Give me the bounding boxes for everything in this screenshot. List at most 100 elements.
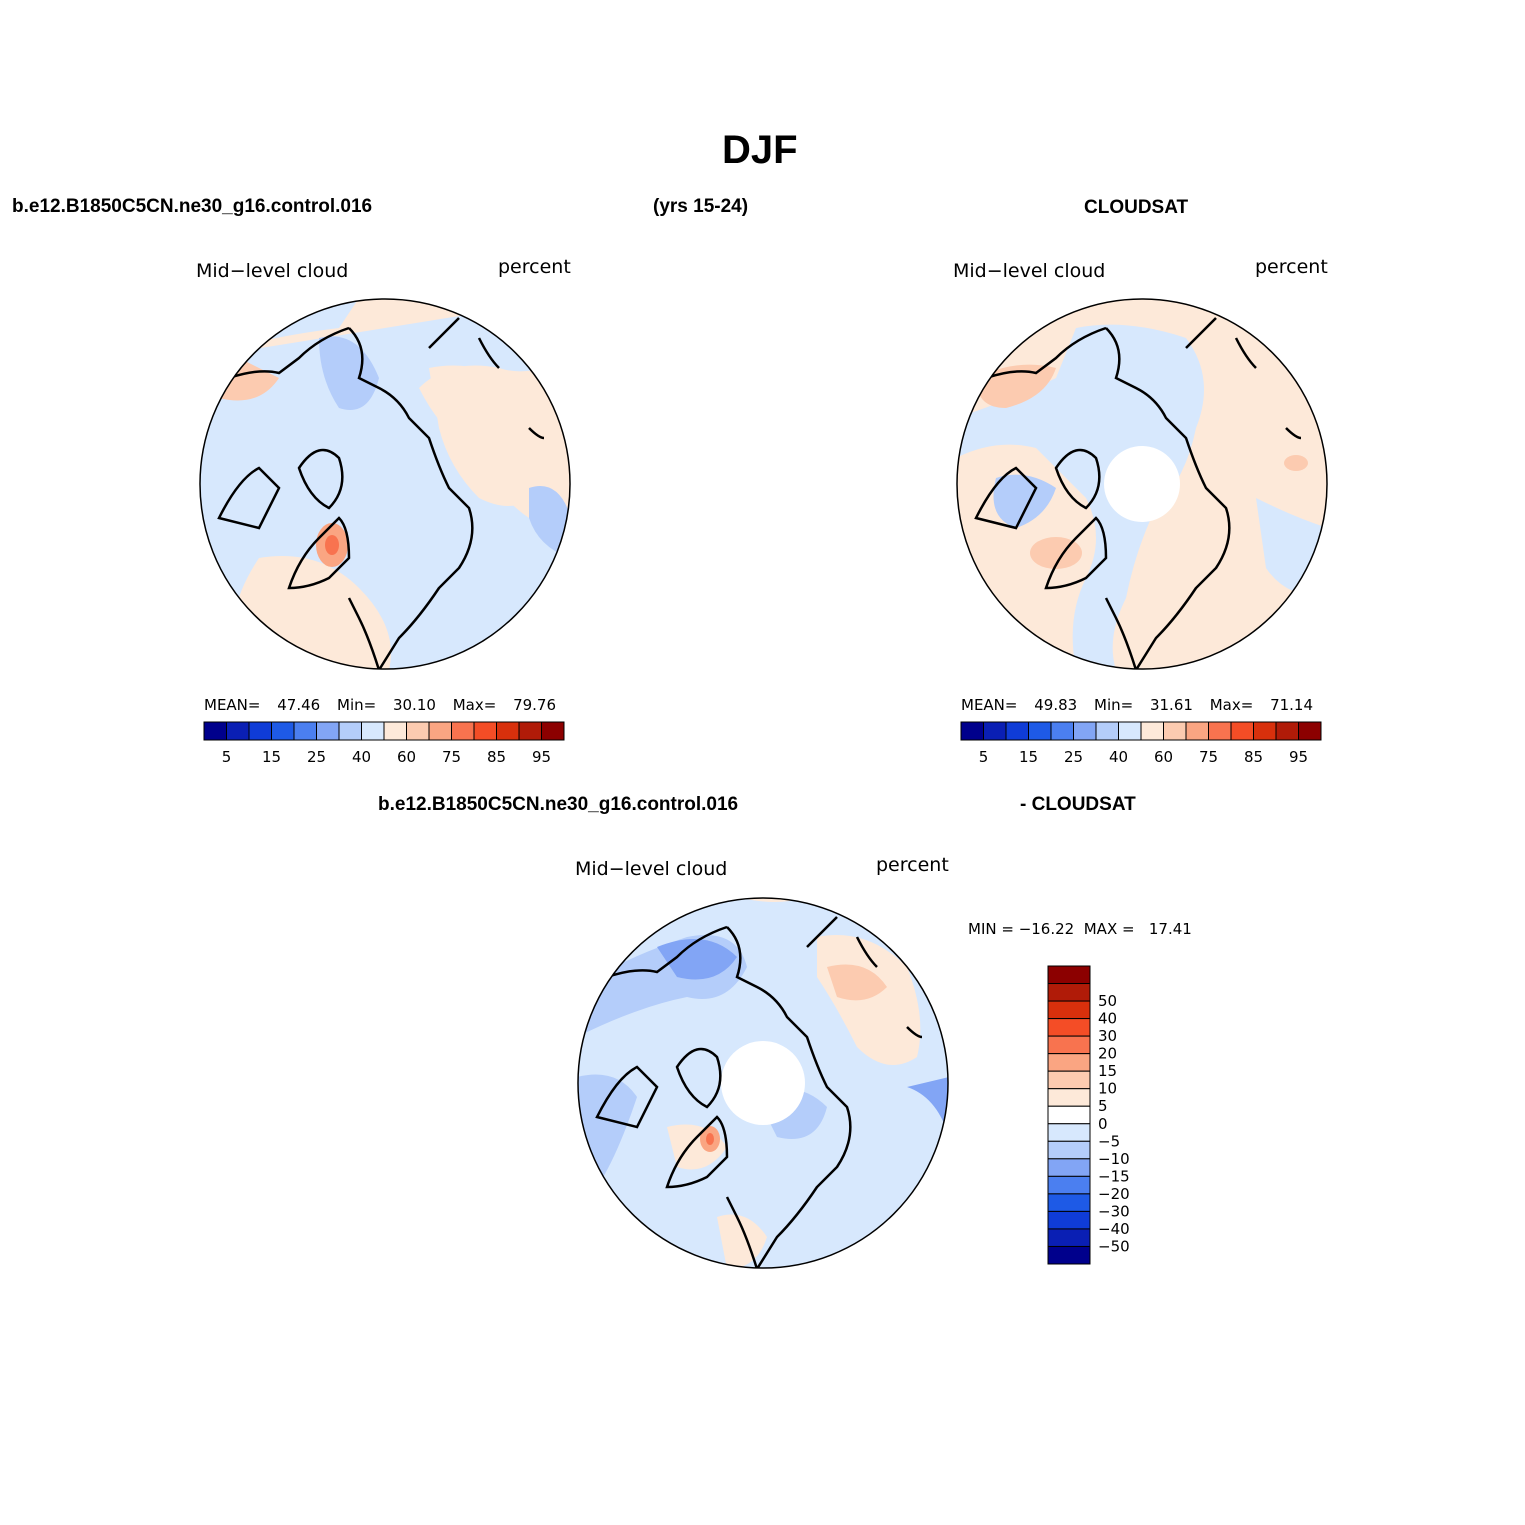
colorbar-swatch [1050, 721, 1074, 741]
colorbar-tick-label: 85 [487, 748, 506, 766]
colorbar-swatch [1073, 721, 1097, 741]
colorbar-swatch [271, 721, 295, 741]
colorbar-swatch [1253, 721, 1277, 741]
obs-name: CLOUDSAT [1084, 197, 1189, 218]
colorbar-swatch [1047, 1210, 1091, 1230]
colorbar-swatch [1047, 1088, 1091, 1107]
case-name-left: b.e12.B1850C5CN.ne30_g16.control.016 [12, 196, 373, 217]
colorbar-swatch [248, 721, 272, 741]
colorbar-tick-label: 5 [1098, 1097, 1108, 1115]
colorbar-swatch [293, 721, 317, 741]
polar-hole [721, 1041, 805, 1125]
colorbar-swatch [1047, 1035, 1091, 1055]
colorbar-swatch [406, 721, 430, 741]
colorbar-swatch [1230, 721, 1254, 741]
colorbar-swatch [1163, 721, 1187, 741]
colorbar-swatch [1275, 721, 1299, 741]
colorbar-tick-label: −30 [1098, 1202, 1130, 1220]
colorbar-swatch [451, 721, 475, 741]
colorbar-swatch [1047, 1000, 1091, 1020]
max-value: 71.14 [1270, 696, 1314, 714]
diff-minmax: MIN = −16.22 MAX = 17.41 [968, 920, 1192, 938]
blue-region [957, 324, 1204, 669]
min-value: 30.10 [392, 696, 436, 714]
colorbar-tick-label: −50 [1098, 1237, 1130, 1255]
colorbar-tick-label: 30 [1098, 1027, 1117, 1045]
diff-obs-name: - CLOUDSAT [1020, 794, 1136, 815]
model-stats: MEAN= 47.46 Min= 30.10 Max= 79.76 [204, 696, 556, 714]
colorbar-swatch [473, 721, 497, 741]
colorbar-swatch [1047, 1053, 1091, 1072]
colorbar-swatch [383, 721, 407, 741]
colorbar-swatch [1047, 1105, 1091, 1125]
red-spot-core [706, 1133, 714, 1145]
mean-label: MEAN= [204, 696, 261, 714]
colorbar-tick-label: 20 [1098, 1045, 1117, 1063]
colorbar-swatch [428, 721, 452, 741]
colorbar-tick-label: 40 [1109, 748, 1128, 766]
min-value: 31.61 [1149, 696, 1193, 714]
diff-polar-map [577, 897, 949, 1269]
colorbar-swatch [1095, 721, 1119, 741]
colorbar-tick-label: 85 [1244, 748, 1263, 766]
colorbar-swatch [226, 721, 250, 741]
colorbar-tick-label: 95 [532, 748, 551, 766]
colorbar-swatch [338, 721, 362, 741]
figure-title: DJF [722, 128, 798, 172]
colorbar-swatch [1208, 721, 1232, 741]
colorbar-swatch [1047, 1193, 1091, 1212]
cloudsat-stats: MEAN= 49.83 Min= 31.61 Max= 71.14 [961, 696, 1313, 714]
blue-region [907, 1077, 948, 1137]
colorbar-tick-label: −20 [1098, 1185, 1130, 1203]
colorbar-swatch [518, 721, 542, 741]
cloudsat-variable-label: Mid−level cloud [953, 260, 1106, 282]
colorbar-swatch [1028, 721, 1052, 741]
coastline [974, 317, 1302, 669]
colorbar-tick-label: 95 [1289, 748, 1308, 766]
coastline [217, 317, 545, 669]
colorbar-swatch [1005, 721, 1029, 741]
colorbar-swatch [1185, 721, 1209, 741]
model-polar-map [199, 298, 571, 670]
colorbar-tick-label: 25 [1064, 748, 1083, 766]
colorbar-swatch [1047, 1123, 1091, 1142]
min-label: Min= [337, 696, 377, 714]
blue-region [993, 474, 1056, 528]
colorbar-tick-label: −5 [1098, 1132, 1120, 1150]
colorbar-tick-label: 25 [307, 748, 326, 766]
colorbar-tick-label: 15 [262, 748, 281, 766]
colorbar-swatch [361, 721, 385, 741]
mean-value: 47.46 [277, 696, 321, 714]
colorbar-tick-label: 40 [352, 748, 371, 766]
colorbar-swatch [1047, 965, 1091, 985]
model-colorbar: 5 15 25 40 60 75 85 95 [203, 721, 565, 766]
colorbar-tick-label: 60 [397, 748, 416, 766]
diff-units-label: percent [876, 854, 949, 876]
colorbar-swatch [203, 721, 227, 741]
diff-case-name: b.e12.B1850C5CN.ne30_g16.control.016 [378, 794, 739, 815]
colorbar-swatch [1047, 1228, 1091, 1247]
colorbar-swatch [1047, 983, 1091, 1002]
colorbar-tick-label: 60 [1154, 748, 1173, 766]
colorbar-tick-label: −10 [1098, 1150, 1130, 1168]
peach-region [827, 964, 887, 1001]
colorbar-tick-label: 40 [1098, 1010, 1117, 1028]
polar-hole [1104, 446, 1180, 522]
colorbar-swatch [1047, 1070, 1091, 1090]
colorbar-swatch [960, 721, 984, 741]
peach-region [429, 365, 542, 506]
max-label: Max= [1209, 696, 1254, 714]
colorbar-tick-label: −40 [1098, 1220, 1130, 1238]
model-units-label: percent [498, 256, 571, 278]
orange-spot [1284, 455, 1308, 471]
colorbar-swatch [541, 721, 565, 741]
years-label: (yrs 15-24) [653, 196, 749, 217]
colorbar-tick-label: 50 [1098, 992, 1117, 1010]
model-variable-label: Mid−level cloud [196, 260, 349, 282]
diff-variable-label: Mid−level cloud [575, 858, 728, 880]
mean-value: 49.83 [1034, 696, 1078, 714]
colorbar-swatch [983, 721, 1007, 741]
colorbar-swatch [1047, 1140, 1091, 1160]
coastline [595, 916, 923, 1268]
